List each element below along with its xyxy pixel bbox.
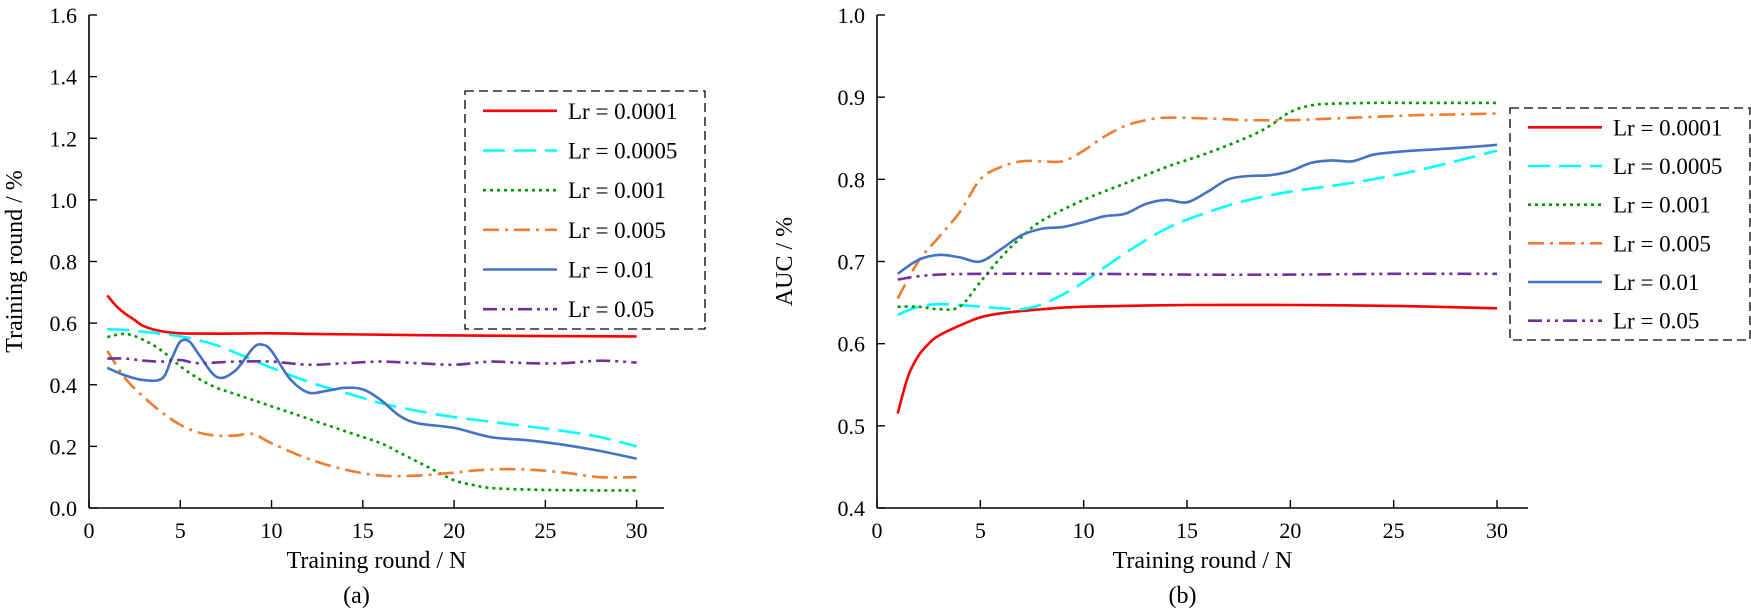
series-line-4 [896,143,1498,275]
legend-box [1509,107,1751,341]
legend-label-5: Lr = 0.05 [568,297,654,322]
y-tick-label: 0.7 [838,250,866,275]
x-tick-label: 5 [175,518,186,543]
legend-label-2: Lr = 0.001 [568,178,666,203]
legend-label-4: Lr = 0.01 [1613,270,1699,295]
y-tick-label: 0.2 [50,434,78,459]
legend: Lr = 0.0001 Lr = 0.0005 Lr = 0.001 Lr = 0.0… [1509,107,1751,341]
y-tick-label: 0.8 [838,167,866,192]
legend-label-0: Lr = 0.0001 [1613,115,1722,140]
x-tick-label: 10 [1073,518,1095,543]
legend-label-0: Lr = 0.0001 [568,99,677,124]
chart-panel-a: 0 5 10 15 20 25 30 0.0 0.2 0.4 0.6 0.8 1.0 1.2 1.4 1.6 T… [2,3,706,609]
legend-label-3: Lr = 0.005 [1613,231,1711,256]
x-tick-label: 0 [84,518,95,543]
y-tick-label: 1.6 [50,3,78,28]
x-tick-label: 5 [975,518,986,543]
y-axis-label: Training round / % [2,170,28,352]
x-tick-label: 30 [626,518,648,543]
y-tick-label: 0.4 [838,496,866,521]
series-line-3 [106,350,637,479]
x-tick-label: 15 [1176,518,1198,543]
y-tick-label: 1.2 [50,126,78,151]
subplot-caption: (b) [1169,583,1197,609]
x-axis-label: Training round / N [287,548,467,574]
x-tick-label: 0 [872,518,883,543]
legend-box [464,90,706,330]
y-tick-label: 0.5 [838,414,866,439]
y-tick-label: 1.0 [50,188,78,213]
y-tick-label: 1.0 [838,3,866,28]
y-tick-label: 0.8 [50,250,78,275]
series-line-1 [897,149,1498,317]
y-tick-label: 0.6 [838,332,866,357]
x-tick-label: 25 [534,518,556,543]
series-line-4 [106,338,637,460]
legend: Lr = 0.0001 Lr = 0.0005 Lr = 0.001 Lr = 0.0… [464,90,706,330]
series-line-0 [106,294,637,338]
legend-label-5: Lr = 0.05 [1613,309,1699,334]
chart-panel-b: 0 5 10 15 20 25 30 0.4 0.5 0.6 0.7 0.8 0.9 1.0 Trainin… [772,3,1751,609]
y-tick-label: 0.6 [50,311,78,336]
legend-label-3: Lr = 0.005 [568,218,666,243]
x-tick-label: 10 [261,518,283,543]
series-line-3 [896,112,1498,300]
y-axis-label: AUC / % [772,217,798,306]
x-tick-label: 15 [352,518,374,543]
series-line-0 [896,303,1498,414]
legend-label-1: Lr = 0.0005 [1613,154,1722,179]
series-line-2 [107,332,637,492]
y-tick-label: 0.4 [50,373,78,398]
x-tick-label: 20 [443,518,465,543]
legend-label-2: Lr = 0.001 [1613,193,1711,218]
series-line-1 [107,328,637,448]
subplot-caption: (a) [343,583,370,609]
x-axis-label: Training round / N [1113,548,1293,574]
y-tick-label: 0.0 [50,496,78,521]
legend-label-4: Lr = 0.01 [568,258,654,283]
legend-label-1: Lr = 0.0005 [568,139,677,164]
series-line-2 [897,101,1497,311]
y-tick-label: 0.9 [838,85,866,110]
x-tick-label: 30 [1486,518,1508,543]
series-line-5 [897,272,1498,281]
x-tick-label: 20 [1279,518,1301,543]
y-tick-label: 1.4 [50,65,78,90]
x-tick-label: 25 [1383,518,1405,543]
series-line-5 [107,357,637,367]
